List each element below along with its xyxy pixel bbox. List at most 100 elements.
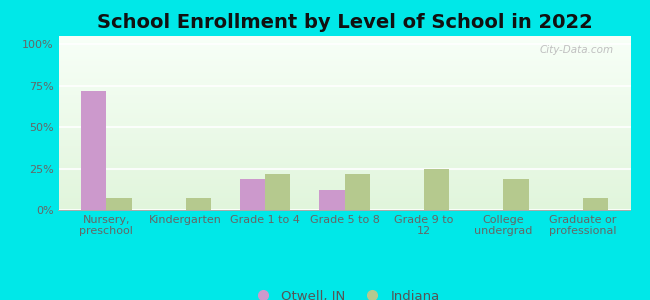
Bar [58,161,630,162]
Bar [58,58,630,59]
Bar [58,208,630,209]
Bar [58,130,630,131]
Bar [58,63,630,64]
Bar [58,43,630,44]
Bar [58,204,630,205]
Bar [583,198,608,210]
Bar [58,143,630,144]
Bar [58,96,630,97]
Bar [58,199,630,200]
Bar [58,120,630,121]
Bar [58,112,630,113]
Bar [58,207,630,208]
Bar [58,100,630,101]
Bar [58,133,630,134]
Bar [58,153,630,154]
Bar [58,176,630,177]
Bar [58,56,630,57]
Bar [58,118,630,119]
Bar [58,50,630,51]
Bar [58,209,630,210]
Bar [58,153,630,154]
Bar [58,79,630,80]
Bar [58,194,630,195]
Bar [58,135,630,136]
Bar [265,173,291,210]
Bar [58,175,630,176]
Bar [58,85,630,86]
Bar [58,91,630,92]
Bar [58,87,630,88]
Bar [58,162,630,163]
Bar [58,48,630,49]
Bar [58,198,630,199]
Bar [58,97,630,98]
Bar [58,126,630,127]
Bar [58,144,630,145]
Bar [58,183,630,184]
Bar [58,93,630,94]
Bar [58,139,630,140]
Bar [58,159,630,160]
Bar [58,203,630,204]
Bar [58,109,630,110]
Title: School Enrollment by Level of School in 2022: School Enrollment by Level of School in … [97,13,592,32]
Bar [58,100,630,101]
Bar [58,37,630,38]
Bar [424,169,449,210]
Bar [58,67,630,68]
Bar [58,46,630,47]
Bar [58,41,630,42]
Bar [58,84,630,85]
Bar [58,115,630,116]
Bar [58,127,630,128]
Bar [58,65,630,66]
Bar [58,165,630,166]
Bar [58,132,630,133]
Bar [58,123,630,124]
Bar [58,38,630,39]
Bar [58,86,630,87]
Bar [58,181,630,182]
Bar [58,178,630,179]
Bar [58,40,630,41]
Bar [58,45,630,46]
Bar [58,75,630,76]
Bar [58,147,630,148]
Bar [58,95,630,96]
Text: City-Data.com: City-Data.com [540,45,614,55]
Bar [58,90,630,91]
Bar [58,124,630,125]
Bar [344,173,370,210]
Bar [58,137,630,138]
Bar [58,110,630,111]
Bar [58,172,630,173]
Bar [58,188,630,189]
Bar [58,78,630,79]
Bar [58,69,630,70]
Bar [58,160,630,161]
Bar [58,141,630,142]
Bar [58,129,630,130]
Bar [58,52,630,53]
Bar [58,105,630,106]
Bar [58,145,630,146]
Bar [58,142,630,143]
Bar [58,121,630,122]
Bar [319,190,344,210]
Bar [58,131,630,132]
Bar [58,80,630,81]
Bar [58,184,630,185]
Bar [58,92,630,93]
Bar [58,154,630,155]
Bar [58,60,630,61]
Bar [58,57,630,58]
Bar [58,83,630,84]
Bar [58,103,630,104]
Bar [58,94,630,95]
Bar [58,66,630,67]
Bar [58,104,630,105]
Bar [58,192,630,193]
Bar [58,189,630,190]
Bar [58,108,630,109]
